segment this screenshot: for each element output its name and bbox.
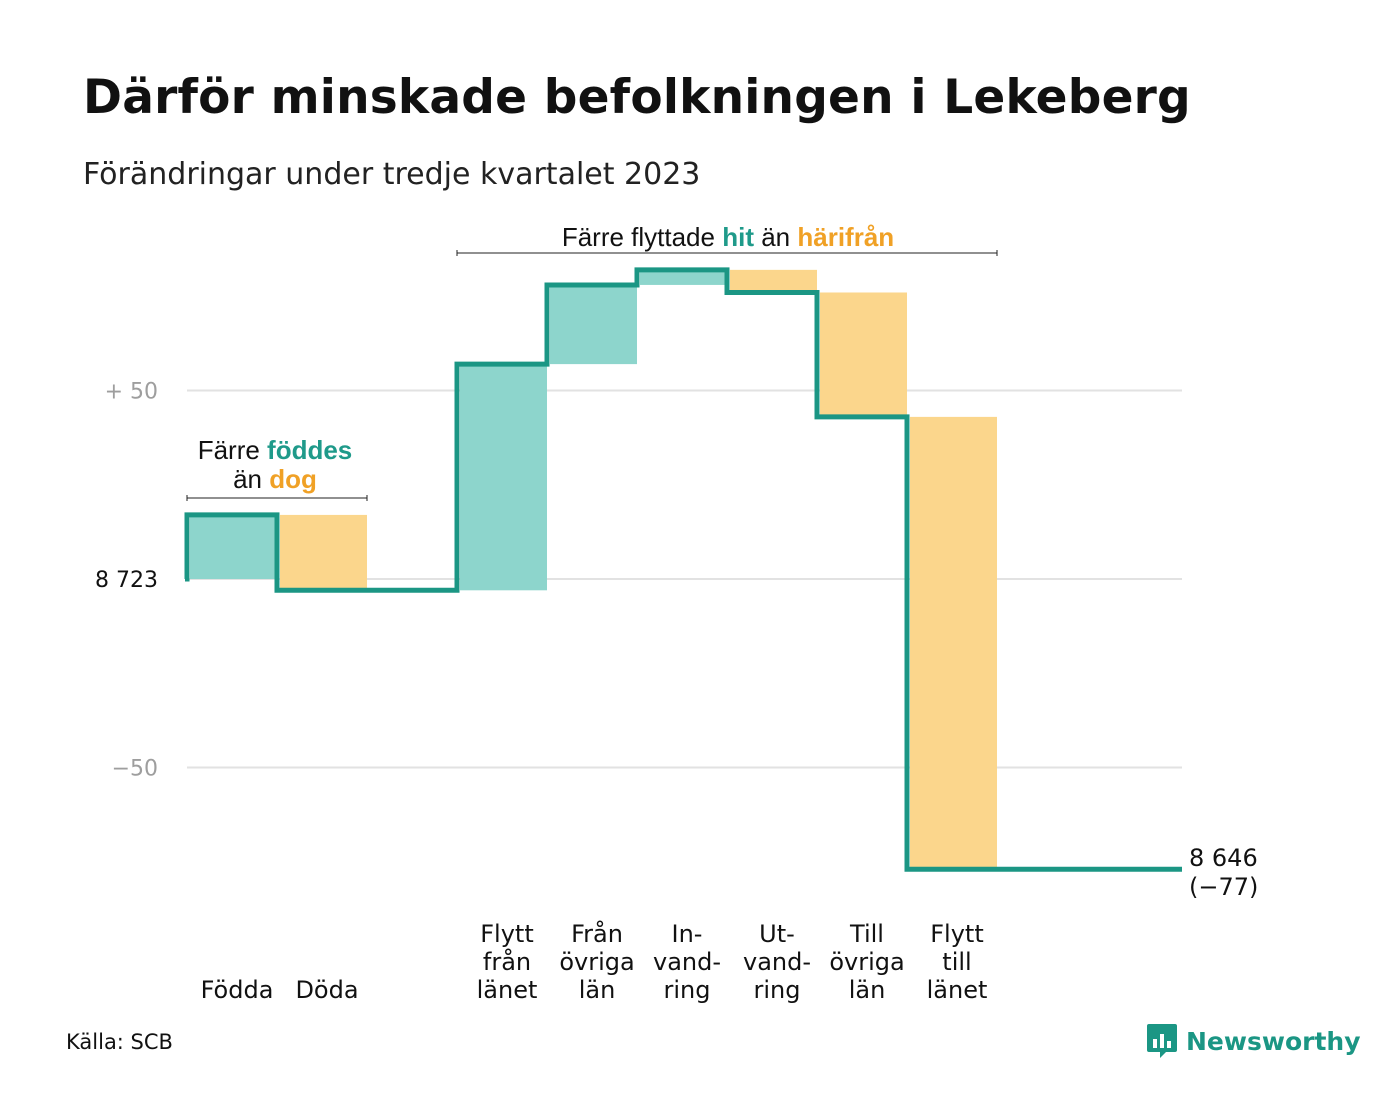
category-label: In-vand-ring <box>653 920 721 1004</box>
category-label: Till övriga län <box>829 920 904 1004</box>
annotation-text: än dog <box>233 464 317 494</box>
bar <box>820 292 907 417</box>
annotation-part: än <box>233 464 269 494</box>
bar <box>190 514 277 579</box>
category-label-line: ring <box>664 976 711 1004</box>
bar <box>550 284 637 365</box>
end-value: 8 646(−77) <box>1189 844 1258 901</box>
category-label-line: Ut- <box>759 920 795 948</box>
category-label: Födda <box>201 976 274 1004</box>
category-label-line: till <box>942 948 971 976</box>
category-label: Flytt till länet <box>927 920 988 1004</box>
source-note: Källa: SCB <box>66 1030 173 1054</box>
bar <box>910 416 997 870</box>
category-label-line: Flytt <box>480 920 534 948</box>
category-label-line: övriga <box>829 948 904 976</box>
bar <box>730 269 817 293</box>
category-label-line: Till <box>849 920 884 948</box>
bar <box>280 514 367 591</box>
annotation-part: än <box>754 222 797 252</box>
category-label-line: Döda <box>295 976 358 1004</box>
end-change-label: (−77) <box>1189 873 1258 901</box>
category-label-line: övriga <box>559 948 634 976</box>
category-label-line: In- <box>672 920 703 948</box>
baseline-label: 8 723 <box>95 568 158 593</box>
end-value-label: 8 646 <box>1189 844 1258 872</box>
category-label-line: ring <box>754 976 801 1004</box>
category-label-line: Flytt <box>930 920 984 948</box>
annotation-text: Färre flyttade hit än härifrån <box>562 222 894 252</box>
category-label: Ut-vand-ring <box>743 920 811 1004</box>
category-label: Döda <box>295 976 358 1004</box>
chart-subtitle: Förändringar under tredje kvartalet 2023 <box>83 157 701 192</box>
category-label-line: Från <box>571 919 623 948</box>
category-label-line: vand- <box>653 948 721 976</box>
category-label-line: länet <box>477 976 538 1004</box>
category-label-line: län <box>579 976 616 1004</box>
annotation-part: dog <box>269 464 317 494</box>
annotation-part: föddes <box>267 435 352 465</box>
annotation-part: hit <box>722 222 754 252</box>
annotation-part: Färre <box>198 435 267 465</box>
annotation-text: Färre föddes <box>198 435 353 465</box>
newsworthy-logo: Newsworthy <box>1146 1022 1361 1060</box>
annotation-part: härifrån <box>797 222 894 252</box>
category-label-line: län <box>849 976 886 1004</box>
category-label: Flytt från länet <box>477 920 538 1004</box>
category-label-line: länet <box>927 976 988 1004</box>
logo-text: Newsworthy <box>1186 1026 1361 1056</box>
bar <box>640 269 727 285</box>
annotation-part: Färre flyttade <box>562 222 722 252</box>
y-tick-label: −50 <box>112 757 158 782</box>
chart-title: Därför minskade befolkningen i Lekeberg <box>83 70 1191 125</box>
category-label-line: Födda <box>201 976 274 1004</box>
category-label-line: vand- <box>743 948 811 976</box>
running-total-line <box>184 267 1182 872</box>
total-line <box>184 267 1182 872</box>
newsworthy-logo-icon <box>1147 1024 1177 1058</box>
y-tick-label: + 50 <box>105 380 158 405</box>
category-label: Från övriga län <box>559 919 634 1004</box>
y-axis-ticks: 8 723 + 50 −50 <box>95 380 158 782</box>
bar <box>460 364 547 591</box>
bars <box>190 269 997 870</box>
category-label-line: från <box>483 947 531 976</box>
